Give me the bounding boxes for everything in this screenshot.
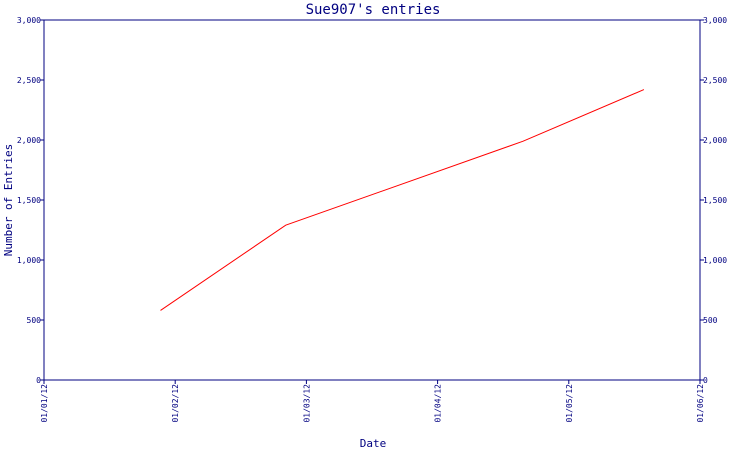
y-tick-label-left: 2,500 bbox=[17, 76, 41, 85]
x-tick-label: 01/06/12 bbox=[696, 384, 705, 423]
x-tick-label: 01/01/12 bbox=[40, 384, 49, 423]
x-axis-label: Date bbox=[360, 437, 387, 450]
y-tick-label-right: 1,500 bbox=[703, 196, 727, 205]
x-tick-label: 01/02/12 bbox=[171, 384, 180, 423]
y-tick-label-right: 1,000 bbox=[703, 256, 727, 265]
y-tick-label-left: 2,000 bbox=[17, 136, 41, 145]
x-tick-label: 01/05/12 bbox=[565, 384, 574, 423]
x-ticks: 01/01/12 01/02/12 01/03/12 01/04/12 01/05/12… bbox=[40, 380, 705, 423]
y-ticks: 0 0 500 500 1,000 1,000 1,500 1,500 2,000 2,000 2,… bbox=[17, 16, 727, 385]
chart-title: Sue907's entries bbox=[306, 2, 441, 18]
y-tick-label-left: 0 bbox=[36, 376, 41, 385]
y-tick-label-right: 3,000 bbox=[703, 16, 727, 25]
y-tick-label-right: 0 bbox=[703, 376, 708, 385]
series-group bbox=[160, 89, 645, 311]
x-tick-label: 01/04/12 bbox=[434, 384, 443, 423]
plot-frame bbox=[43, 19, 701, 381]
y-tick-label-left: 3,000 bbox=[17, 16, 41, 25]
y-tick-label-left: 500 bbox=[27, 316, 42, 325]
y-axis-label: Number of Entries bbox=[2, 144, 15, 257]
y-tick-label-left: 1,500 bbox=[17, 196, 41, 205]
x-tick-label: 01/03/12 bbox=[302, 384, 311, 423]
series-line bbox=[160, 89, 645, 311]
y-tick-label-right: 500 bbox=[703, 316, 718, 325]
y-tick-label-right: 2,000 bbox=[703, 136, 727, 145]
y-tick-label-left: 1,000 bbox=[17, 256, 41, 265]
y-tick-label-right: 2,500 bbox=[703, 76, 727, 85]
